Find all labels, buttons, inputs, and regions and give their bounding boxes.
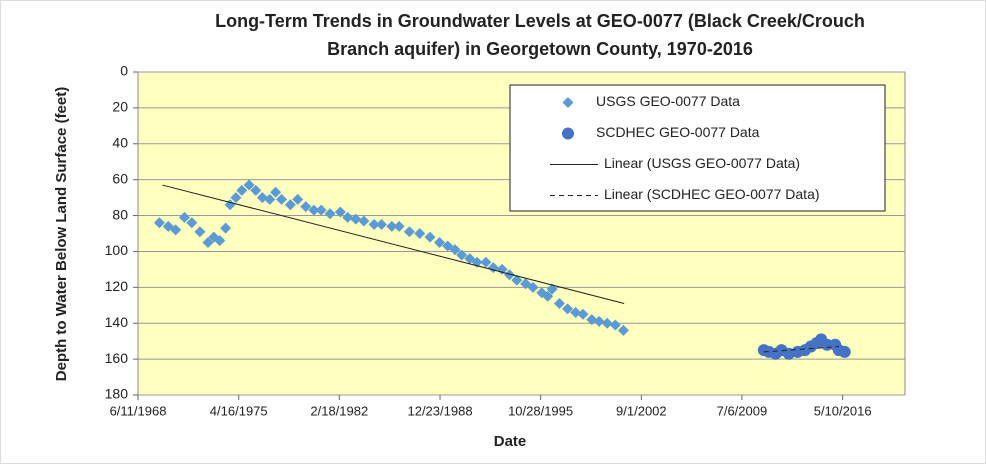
y-tick-label: 140: [105, 314, 129, 330]
data-point: [542, 290, 554, 302]
chart-title: Long-Term Trends in Groundwater Levels a…: [215, 11, 865, 31]
legend-swatch: [562, 127, 574, 140]
data-point: [250, 184, 262, 196]
x-axis-title: Date: [494, 433, 527, 450]
y-tick-label: 120: [105, 278, 129, 294]
y-tick-label: 20: [112, 99, 128, 115]
y-tick-label: 100: [105, 242, 129, 258]
y-tick-label: 80: [112, 206, 128, 222]
data-point: [334, 206, 346, 218]
data-point: [270, 186, 282, 198]
data-point: [593, 315, 605, 327]
data-point: [617, 324, 629, 336]
legend-label: SCDHEC GEO-0077 Data: [596, 124, 760, 140]
data-point: [496, 263, 508, 275]
data-point: [194, 226, 206, 238]
data-point: [553, 297, 565, 309]
data-point: [376, 219, 388, 231]
data-point: [609, 319, 621, 331]
data-point: [324, 208, 336, 220]
data-point: [153, 217, 165, 229]
data-point: [276, 193, 288, 205]
legend-swatch: [562, 97, 574, 108]
data-point: [511, 274, 523, 286]
data-point: [570, 306, 582, 318]
data-point: [368, 219, 380, 231]
y-tick-label: 60: [112, 170, 128, 186]
data-point: [434, 236, 446, 248]
data-point: [414, 228, 426, 239]
data-point: [838, 345, 851, 358]
x-tick-label: 4/16/1975: [210, 403, 268, 418]
x-tick-label: 12/23/1988: [407, 403, 472, 418]
data-point: [503, 269, 515, 281]
x-tick-label: 9/1/2002: [616, 403, 667, 418]
y-tick-label: 40: [112, 134, 128, 150]
data-point: [256, 192, 268, 204]
x-tick-label: 2/18/1982: [310, 403, 368, 418]
y-tick-label: 180: [105, 386, 129, 402]
x-tick-label: 10/28/1995: [508, 403, 573, 418]
data-point: [214, 235, 226, 247]
data-point: [480, 256, 492, 268]
data-point: [264, 193, 276, 205]
x-tick-label: 6/11/1968: [110, 403, 167, 418]
trend-line: [763, 346, 839, 353]
data-point: [342, 211, 354, 223]
data-point: [386, 220, 398, 232]
data-point: [393, 220, 405, 232]
data-point: [292, 193, 304, 205]
data-point: [527, 281, 539, 293]
data-point: [424, 231, 436, 243]
data-point: [601, 317, 613, 329]
legend-label: Linear (USGS GEO-0077 Data): [604, 155, 800, 171]
data-point: [350, 213, 362, 225]
data-point: [236, 184, 248, 196]
data-point: [178, 211, 190, 223]
data-point: [315, 204, 327, 216]
data-point: [586, 314, 598, 326]
chart-title: Branch aquifer) in Georgetown County, 19…: [327, 39, 753, 59]
data-point: [186, 217, 198, 229]
y-axis-title: Depth to Water Below Land Surface (feet): [53, 87, 70, 381]
data-point: [562, 303, 574, 315]
data-point: [546, 283, 558, 295]
data-point: [456, 249, 468, 261]
trend-line: [162, 184, 625, 304]
data-point: [300, 201, 312, 213]
data-point: [230, 192, 242, 204]
data-point: [170, 224, 182, 236]
legend: USGS GEO-0077 Data SCDHEC GEO-0077 Data Li…: [509, 84, 886, 212]
x-tick-label: 7/6/2009: [717, 403, 768, 418]
data-point: [243, 179, 255, 191]
data-point: [449, 244, 461, 256]
data-point: [358, 215, 370, 227]
data-point: [308, 204, 320, 216]
data-point: [403, 226, 415, 238]
x-tick-label: 5/10/2016: [814, 403, 872, 418]
data-point: [202, 236, 214, 248]
data-point: [577, 308, 589, 320]
legend-label: USGS GEO-0077 Data: [596, 93, 740, 109]
data-point: [284, 199, 296, 211]
legend-box: [509, 84, 886, 212]
y-tick-label: 160: [105, 350, 129, 366]
data-point: [220, 222, 232, 234]
legend-label: Linear (SCDHEC GEO-0077 Data): [604, 186, 820, 202]
y-tick-label: 0: [120, 63, 128, 79]
